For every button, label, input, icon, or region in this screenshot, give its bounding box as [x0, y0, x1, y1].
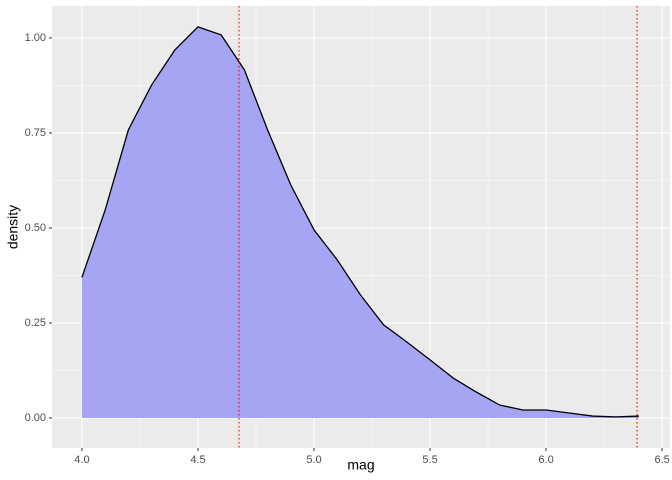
- x-tick-label: 5.5: [422, 454, 437, 466]
- x-tick-label: 4.5: [190, 454, 205, 466]
- x-tick-label: 6.0: [538, 454, 553, 466]
- y-tick-label: 0.75: [25, 127, 46, 139]
- x-tick-label: 6.5: [654, 454, 669, 466]
- y-axis-title: density: [5, 205, 21, 249]
- y-tick-label: 0.25: [25, 317, 46, 329]
- x-tick-label: 4.0: [74, 454, 89, 466]
- y-tick-label: 0.00: [25, 412, 46, 424]
- x-axis-title: mag: [347, 457, 374, 473]
- x-tick-label: 5.0: [306, 454, 321, 466]
- density-area: [81, 26, 639, 418]
- y-tick-label: 0.50: [25, 222, 46, 234]
- density-line: [81, 26, 639, 418]
- marks: [81, 6, 639, 448]
- y-tick-label: 1.00: [25, 32, 46, 44]
